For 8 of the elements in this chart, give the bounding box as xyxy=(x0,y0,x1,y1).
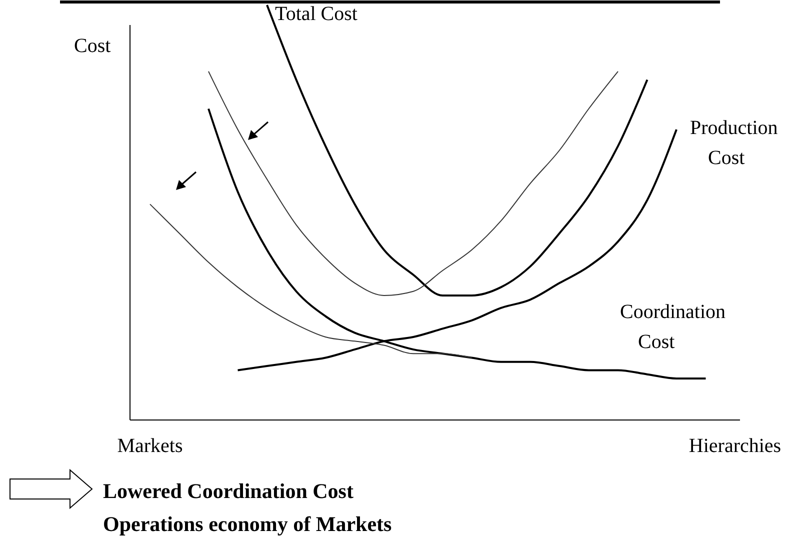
x-tick-label: Markets xyxy=(117,435,183,457)
text: Lowered Coordination Cost xyxy=(103,479,354,503)
text: Operations economy of Markets xyxy=(103,512,392,536)
series-label: Total Cost xyxy=(275,3,358,25)
series-label: Coordination Cost xyxy=(620,301,726,353)
x-tick-label: Hierarchies xyxy=(688,435,782,457)
series-label: Production Cost xyxy=(690,117,778,169)
y-axis-title: Cost xyxy=(74,35,112,57)
